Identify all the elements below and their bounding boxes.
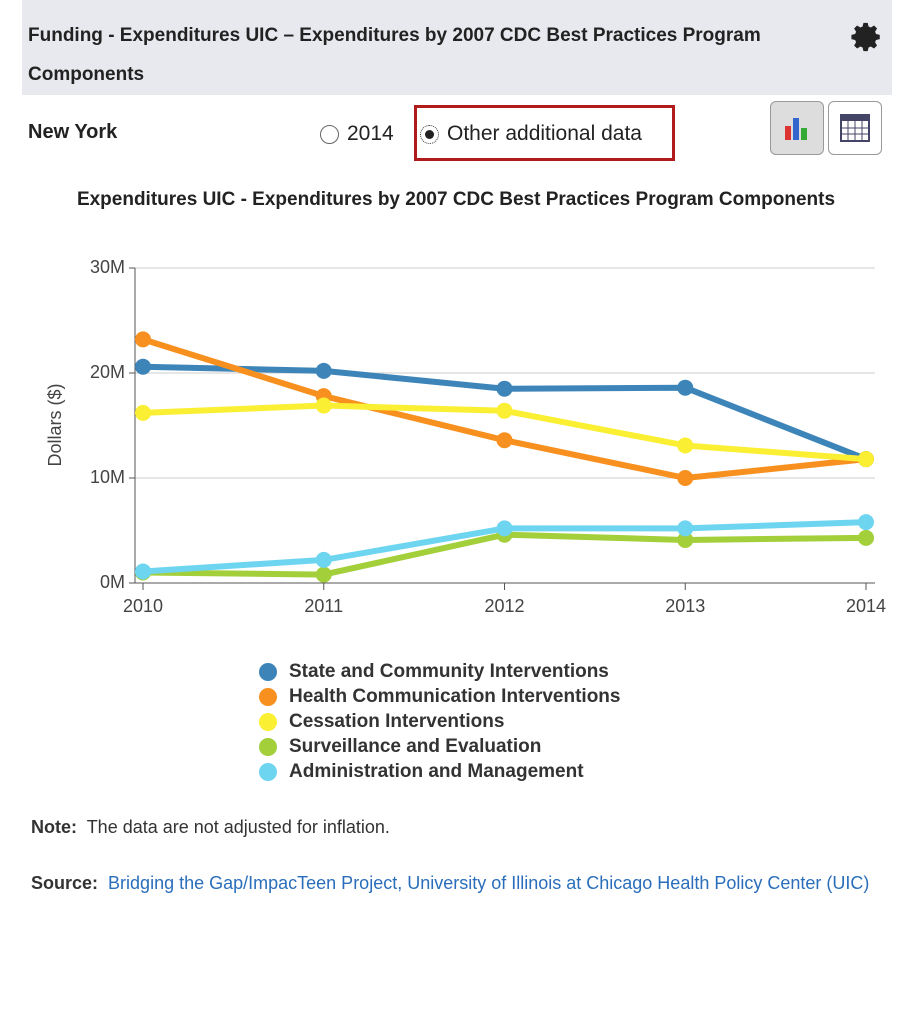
x-tick-label: 2014 <box>846 596 886 616</box>
legend-marker <box>259 763 277 781</box>
location-label: New York <box>28 121 118 143</box>
header-bar: Funding - Expenditures UIC – Expenditure… <box>22 0 892 95</box>
x-tick-label: 2012 <box>484 596 524 616</box>
data-point <box>496 380 513 397</box>
legend-label: Surveillance and Evaluation <box>289 736 541 757</box>
highlight-box <box>414 105 675 161</box>
legend-label: Health Communication Interventions <box>289 686 620 707</box>
data-point <box>135 563 151 580</box>
radio-label: 2014 <box>347 122 394 145</box>
legend-label: Administration and Management <box>289 761 584 782</box>
data-point <box>135 404 151 421</box>
y-axis-label: Dollars ($) <box>45 383 65 466</box>
data-point <box>496 520 513 537</box>
data-point <box>858 514 874 531</box>
radio-button[interactable] <box>420 124 439 144</box>
y-tick-label: 30M <box>90 257 125 277</box>
radio-option[interactable]: 2014 <box>320 122 394 146</box>
data-point <box>135 331 151 348</box>
x-tick-label: 2013 <box>665 596 705 616</box>
chart: Dollars ($) 0M 10M 20M 30M 2010 2011 2012 2013 2… <box>45 257 886 782</box>
data-point <box>677 437 694 454</box>
source-link[interactable]: Bridging the Gap/ImpacTeen Project, Univ… <box>108 873 870 893</box>
radio-label: Other additional data <box>447 122 642 145</box>
legend-marker <box>259 688 277 706</box>
radio-button[interactable] <box>320 124 339 144</box>
y-tick-label: 20M <box>90 362 125 382</box>
note-text: The data are not adjusted for inflation. <box>86 817 390 837</box>
table-view-button[interactable] <box>828 101 882 155</box>
table-icon <box>840 114 870 142</box>
data-point <box>858 529 874 546</box>
legend-marker <box>259 738 277 756</box>
header-title: Funding - Expenditures UIC – Expenditure… <box>28 25 761 85</box>
data-point <box>315 566 332 583</box>
data-point <box>677 470 694 486</box>
data-point <box>677 379 694 396</box>
y-tick-label: 10M <box>90 467 125 487</box>
data-point <box>677 531 694 548</box>
note: Note: The data are not adjusted for infl… <box>31 817 390 838</box>
legend-label: State and Community Interventions <box>289 661 609 682</box>
data-point <box>315 397 332 414</box>
chart-title: Expenditures UIC - Expenditures by 2007 … <box>76 189 836 210</box>
data-point <box>858 451 874 468</box>
legend-marker <box>259 713 277 731</box>
legend-label: Cessation Interventions <box>289 711 504 732</box>
y-tick-label: 0M <box>100 572 125 592</box>
x-tick-label: 2011 <box>304 596 343 616</box>
chart-icon <box>785 118 807 140</box>
data-point <box>315 362 332 379</box>
source: Source: Bridging the Gap/ImpacTeen Proje… <box>31 864 871 902</box>
data-point <box>677 520 694 537</box>
settings-gear[interactable] <box>850 20 884 54</box>
legend-marker <box>259 663 277 681</box>
x-tick-label: 2010 <box>123 596 163 616</box>
data-point <box>496 432 513 449</box>
data-point <box>135 358 151 375</box>
data-point <box>315 551 332 568</box>
note-label: Note: <box>31 817 77 837</box>
radio-option[interactable]: Other additional data <box>420 122 642 146</box>
data-point <box>496 402 513 419</box>
chart-view-button[interactable] <box>770 101 824 155</box>
source-label: Source: <box>31 873 99 893</box>
